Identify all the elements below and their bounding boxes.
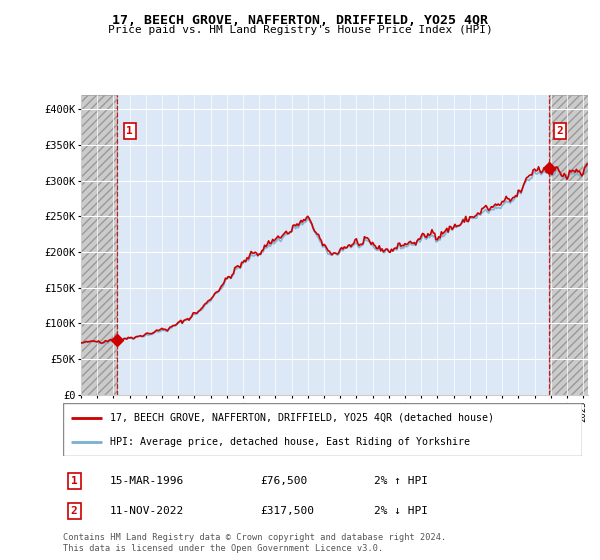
Text: 17, BEECH GROVE, NAFFERTON, DRIFFIELD, YO25 4QR (detached house): 17, BEECH GROVE, NAFFERTON, DRIFFIELD, Y… xyxy=(110,413,494,423)
Text: Contains HM Land Registry data © Crown copyright and database right 2024.
This d: Contains HM Land Registry data © Crown c… xyxy=(63,533,446,553)
Text: 11-NOV-2022: 11-NOV-2022 xyxy=(110,506,184,516)
Text: 2: 2 xyxy=(557,126,563,136)
Bar xyxy=(81,95,117,395)
Bar xyxy=(548,95,588,395)
Text: 2: 2 xyxy=(71,506,77,516)
Text: 1: 1 xyxy=(127,126,133,136)
Text: 15-MAR-1996: 15-MAR-1996 xyxy=(110,476,184,486)
FancyBboxPatch shape xyxy=(63,403,582,456)
Text: 2% ↓ HPI: 2% ↓ HPI xyxy=(374,506,428,516)
Text: HPI: Average price, detached house, East Riding of Yorkshire: HPI: Average price, detached house, East… xyxy=(110,437,470,447)
Text: 2% ↑ HPI: 2% ↑ HPI xyxy=(374,476,428,486)
Text: Price paid vs. HM Land Registry's House Price Index (HPI): Price paid vs. HM Land Registry's House … xyxy=(107,25,493,35)
Text: 1: 1 xyxy=(71,476,77,486)
Text: £76,500: £76,500 xyxy=(260,476,307,486)
Text: £317,500: £317,500 xyxy=(260,506,314,516)
Text: 17, BEECH GROVE, NAFFERTON, DRIFFIELD, YO25 4QR: 17, BEECH GROVE, NAFFERTON, DRIFFIELD, Y… xyxy=(112,14,488,27)
